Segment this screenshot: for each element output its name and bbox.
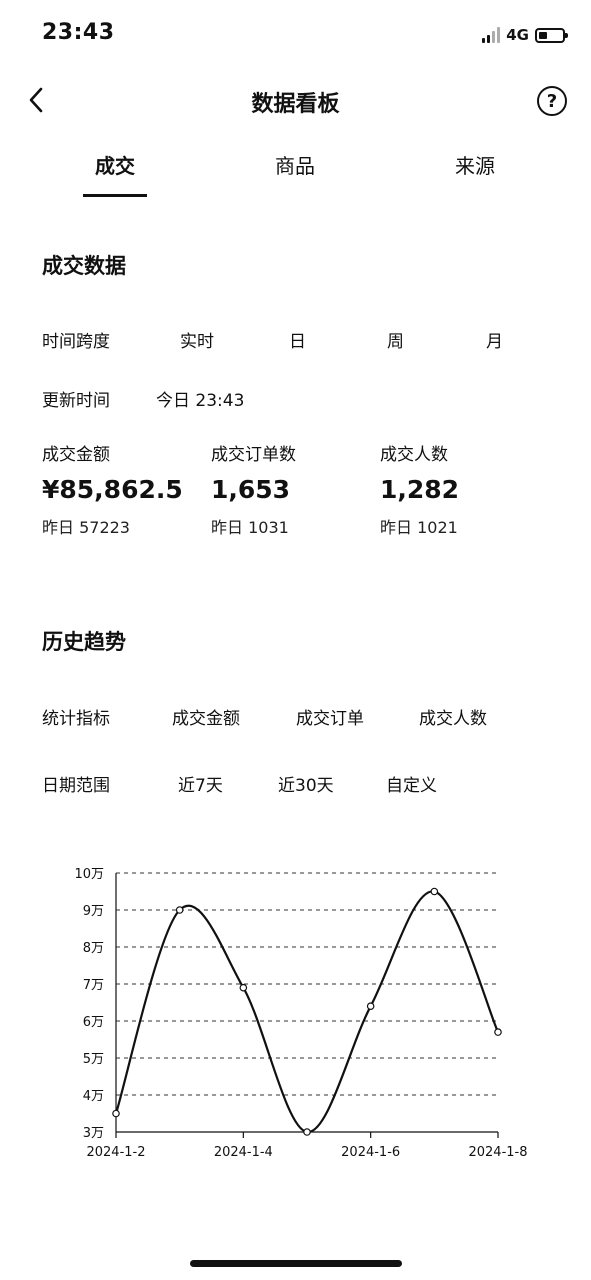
battery-icon (535, 27, 568, 43)
y-tick-label: 5万 (83, 1052, 104, 1067)
data-point (430, 887, 439, 896)
data-point (366, 1002, 375, 1011)
update-time-label: 更新时间 (42, 391, 110, 411)
metric-label: 成交订单数 (211, 445, 296, 465)
time-span-week[interactable]: 周 (387, 332, 404, 352)
deal-data-title: 成交数据 (42, 254, 126, 278)
status-bar: 23:43 4G (0, 0, 591, 70)
x-tick-label: 2024-1-4 (214, 1145, 273, 1160)
series-line (114, 890, 500, 1134)
metric-deal-amount: 成交金额 ¥85,862.5 昨日 57223 (42, 440, 183, 538)
date-range-label: 日期范围 (42, 776, 110, 796)
metric-value: ¥85,862.5 (42, 475, 183, 504)
metric-filter-orders[interactable]: 成交订单 (296, 709, 364, 729)
metric-yesterday: 昨日 1021 (380, 518, 458, 537)
help-icon[interactable]: ? (537, 86, 567, 116)
time-span-realtime[interactable]: 实时 (180, 332, 214, 352)
metric-filter-label: 统计指标 (42, 709, 110, 729)
network-type: 4G (506, 26, 529, 44)
update-time-value: 今日 23:43 (156, 391, 245, 411)
chevron-left-icon (29, 87, 43, 113)
y-tick-label: 9万 (83, 904, 104, 919)
y-tick-label: 4万 (83, 1089, 104, 1104)
back-button[interactable] (18, 82, 54, 118)
time-span-day[interactable]: 日 (289, 332, 306, 352)
metric-yesterday: 昨日 57223 (42, 518, 130, 537)
metric-order-count: 成交订单数 1,653 昨日 1031 (211, 440, 296, 538)
metric-label: 成交人数 (380, 445, 448, 465)
data-point (239, 983, 248, 992)
status-time: 23:43 (42, 20, 115, 45)
y-tick-label: 6万 (83, 1015, 104, 1030)
date-range-custom[interactable]: 自定义 (386, 776, 437, 796)
metric-label: 成交金额 (42, 445, 110, 465)
tab-deal[interactable]: 成交 (95, 154, 135, 178)
signal-icon (482, 27, 501, 43)
y-tick-label: 3万 (83, 1126, 104, 1141)
time-span-month[interactable]: 月 (486, 332, 503, 352)
metric-yesterday: 昨日 1031 (211, 518, 289, 537)
y-tick-label: 7万 (83, 978, 104, 993)
date-range-30d[interactable]: 近30天 (278, 776, 334, 796)
tab-products[interactable]: 商品 (275, 154, 315, 178)
home-indicator[interactable] (190, 1260, 402, 1267)
data-point (494, 1028, 502, 1036)
x-tick-label: 2024-1-2 (86, 1145, 145, 1160)
tab-sources[interactable]: 来源 (455, 154, 495, 178)
y-tick-label: 10万 (74, 867, 104, 882)
metric-value: 1,282 (380, 475, 460, 504)
metric-value: 1,653 (211, 475, 291, 504)
metric-filter-buyers[interactable]: 成交人数 (419, 709, 487, 729)
metric-filter-amount[interactable]: 成交金额 (172, 709, 240, 729)
data-point (175, 906, 184, 914)
status-indicators: 4G (482, 24, 568, 46)
y-tick-label: 8万 (83, 941, 104, 956)
data-point (303, 1128, 311, 1136)
page-title: 数据看板 (251, 92, 340, 117)
time-span-label: 时间跨度 (42, 332, 110, 352)
x-tick-label: 2024-1-8 (468, 1145, 527, 1160)
top-tabs: 成交 商品 来源 (0, 140, 591, 200)
active-tab-indicator (83, 194, 147, 197)
x-tick-label: 2024-1-6 (341, 1145, 400, 1160)
metric-buyer-count: 成交人数 1,282 昨日 1021 (380, 440, 459, 538)
history-trend-chart: 3万 4万 5万 6万 7万 8万 9万 10万 2024-1-2 2024-1-4 2024-1-… (74, 867, 527, 1160)
data-point (112, 1109, 120, 1118)
nav-bar: 数据看板 ? (0, 72, 591, 128)
history-trend-title: 历史趋势 (42, 630, 126, 654)
date-range-7d[interactable]: 近7天 (178, 776, 223, 796)
